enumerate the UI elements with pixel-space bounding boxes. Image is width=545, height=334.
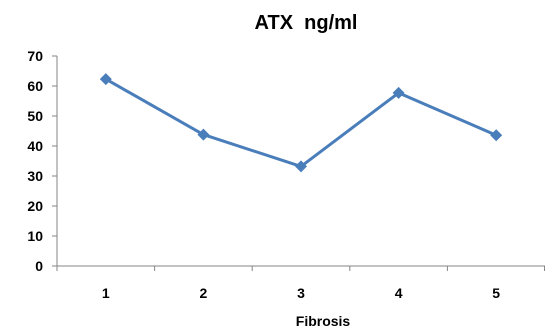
y-tick-label: 10 bbox=[27, 228, 43, 244]
series-line bbox=[105, 77, 497, 168]
chart-title: ATX ng/ml bbox=[255, 12, 358, 34]
x-tick-label: 4 bbox=[395, 285, 403, 301]
y-tick-label: 70 bbox=[27, 48, 43, 64]
y-tick-label: 30 bbox=[27, 168, 43, 184]
y-axis: 0 10 20 30 40 50 60 70 bbox=[27, 48, 58, 274]
data-point bbox=[295, 160, 307, 173]
data-point bbox=[197, 128, 210, 141]
x-tick-label: 1 bbox=[102, 285, 110, 301]
y-tick-label: 50 bbox=[27, 108, 43, 124]
y-tick-label: 60 bbox=[27, 78, 43, 94]
data-point bbox=[392, 86, 405, 99]
y-tick-label: 20 bbox=[27, 198, 43, 214]
y-tick-label: 40 bbox=[27, 138, 43, 154]
x-axis: 1 2 3 4 5 bbox=[56, 265, 545, 301]
x-tick-label: 3 bbox=[297, 285, 305, 301]
data-point bbox=[490, 129, 503, 142]
data-point bbox=[99, 73, 112, 86]
series-group bbox=[99, 73, 503, 173]
x-axis-label: Fibrosis bbox=[296, 313, 351, 329]
x-tick-label: 2 bbox=[200, 285, 208, 301]
y-tick-label: 0 bbox=[35, 258, 43, 274]
x-tick-label: 5 bbox=[492, 285, 500, 301]
